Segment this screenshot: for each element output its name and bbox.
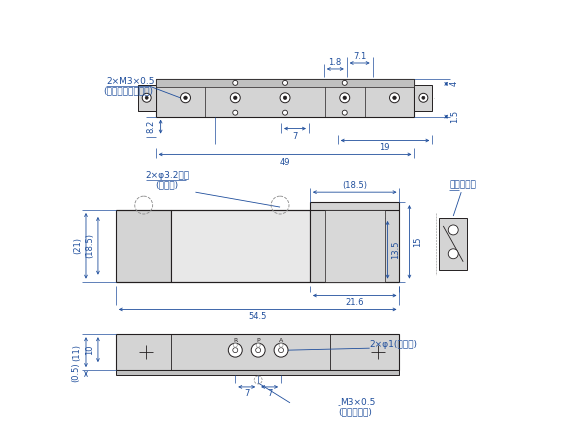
Circle shape xyxy=(279,348,283,353)
Text: (バイロットポート): (バイロットポート) xyxy=(103,87,153,95)
Circle shape xyxy=(283,96,287,100)
Circle shape xyxy=(181,93,191,103)
Text: (18.5): (18.5) xyxy=(342,181,367,190)
Text: 7: 7 xyxy=(267,389,272,399)
Circle shape xyxy=(448,249,458,259)
Circle shape xyxy=(342,80,347,85)
Circle shape xyxy=(233,80,238,85)
Text: 8.2: 8.2 xyxy=(146,120,155,133)
Circle shape xyxy=(389,93,399,103)
Bar xyxy=(116,210,171,281)
Text: 1.8: 1.8 xyxy=(328,59,342,67)
Text: 21.6: 21.6 xyxy=(346,298,364,307)
Text: P: P xyxy=(257,338,260,343)
Circle shape xyxy=(251,343,265,357)
Text: 10: 10 xyxy=(86,345,94,355)
Text: 2×M3×0.5: 2×M3×0.5 xyxy=(106,77,154,87)
Text: 4: 4 xyxy=(449,81,459,87)
Text: 1.5: 1.5 xyxy=(449,110,459,123)
Bar xyxy=(310,202,399,281)
Text: (18.5): (18.5) xyxy=(86,233,94,258)
Text: 15: 15 xyxy=(413,236,422,247)
Circle shape xyxy=(145,96,148,99)
Text: 54.5: 54.5 xyxy=(248,312,267,321)
Text: 13.5: 13.5 xyxy=(391,240,400,259)
Circle shape xyxy=(256,348,261,353)
Text: 7: 7 xyxy=(244,389,250,399)
Text: (21): (21) xyxy=(73,237,83,254)
Circle shape xyxy=(280,93,290,103)
Circle shape xyxy=(419,94,428,102)
Text: 7: 7 xyxy=(292,132,298,141)
Text: 2×φ1(呼吾用): 2×φ1(呼吾用) xyxy=(370,340,417,349)
Circle shape xyxy=(422,96,425,99)
Circle shape xyxy=(343,96,346,100)
Bar xyxy=(116,334,399,370)
Circle shape xyxy=(229,343,242,357)
Circle shape xyxy=(142,94,151,102)
Bar xyxy=(156,79,415,87)
Bar xyxy=(138,85,156,111)
Circle shape xyxy=(230,93,240,103)
Text: 7.1: 7.1 xyxy=(353,52,366,61)
Bar xyxy=(415,85,433,111)
Circle shape xyxy=(340,93,350,103)
Text: (取付用): (取付用) xyxy=(156,181,179,190)
Text: 49: 49 xyxy=(280,158,290,167)
Text: (11): (11) xyxy=(72,343,82,361)
Circle shape xyxy=(233,110,238,115)
Bar xyxy=(440,218,467,270)
Bar xyxy=(171,210,310,281)
Text: マニュアル: マニュアル xyxy=(449,181,476,190)
Text: A: A xyxy=(279,338,283,343)
Bar xyxy=(156,79,415,117)
Text: (0.5): (0.5) xyxy=(72,363,80,382)
Text: 2×φ3.2相当: 2×φ3.2相当 xyxy=(146,171,190,180)
Circle shape xyxy=(283,80,287,85)
Circle shape xyxy=(233,348,238,353)
Circle shape xyxy=(184,96,187,100)
Bar xyxy=(325,210,385,281)
Circle shape xyxy=(274,343,288,357)
Circle shape xyxy=(393,96,396,100)
Circle shape xyxy=(233,343,237,347)
Circle shape xyxy=(279,343,283,347)
Circle shape xyxy=(342,110,347,115)
Text: M3×0.5: M3×0.5 xyxy=(340,398,375,407)
Circle shape xyxy=(256,343,260,347)
Bar xyxy=(116,370,399,375)
Text: (配管ポート): (配管ポート) xyxy=(338,407,371,416)
Circle shape xyxy=(448,225,458,235)
Circle shape xyxy=(233,96,237,100)
Text: R: R xyxy=(233,338,237,343)
Circle shape xyxy=(283,110,287,115)
Text: 19: 19 xyxy=(380,143,390,152)
